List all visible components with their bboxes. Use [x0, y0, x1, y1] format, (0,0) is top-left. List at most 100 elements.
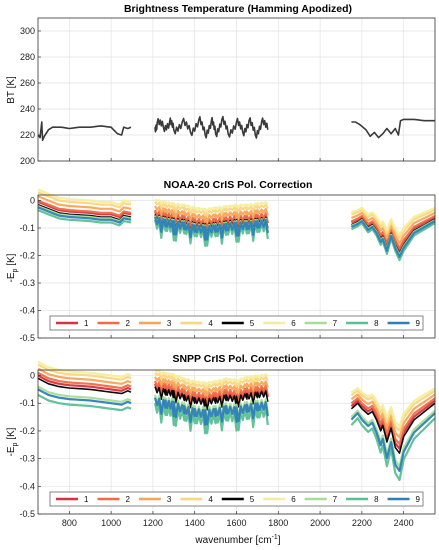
ytick-label-200: 200	[20, 156, 35, 166]
xtick-label-1800: 1800	[268, 518, 288, 528]
ytick-label--0.4: -0.4	[19, 481, 35, 491]
ytick-label--0.1: -0.1	[19, 398, 35, 408]
series-9-segment-3	[350, 220, 436, 258]
series-8-segment-3	[350, 417, 436, 482]
legend-label-2: 2	[125, 319, 130, 328]
legend-label-5: 5	[250, 319, 255, 328]
panel3-legend: 1 2 3 4 5 6 7 8 9	[49, 491, 424, 507]
series-3-segment-3	[350, 393, 436, 439]
ytick-label--0.3: -0.3	[19, 454, 35, 464]
series-9-segment-1	[37, 388, 132, 406]
ytick-label--0.2: -0.2	[19, 426, 35, 436]
series-5-segment-3	[350, 402, 436, 454]
legend-label-2: 2	[125, 495, 130, 504]
panel1-yticks: 200 220 240 260 280 300	[20, 26, 405, 166]
xtick-label-800: 800	[62, 518, 77, 528]
legend-label-8: 8	[374, 495, 379, 504]
series-7-segment-1	[37, 385, 132, 403]
xlabel-sup: -1	[272, 534, 278, 541]
panel3-xticks: 800 1000 1200 1400 1600 1800 2000 2200 2400	[62, 518, 414, 528]
series-9-segment-2	[153, 216, 269, 241]
series-4-segment-1	[37, 191, 132, 209]
series-4-segment-2	[154, 201, 269, 217]
series-6-segment-1	[37, 360, 132, 378]
panel3-ylabel-main: -E	[6, 446, 17, 456]
series-2-segment-1	[37, 199, 132, 217]
xtick-label-1400: 1400	[185, 518, 205, 528]
series-6-segment-3	[350, 387, 436, 428]
xtick-label-1600: 1600	[226, 518, 246, 528]
panel2-title: NOAA-20 CrIS Pol. Correction	[164, 179, 313, 191]
panel2-ylabel-sub: p	[12, 268, 19, 272]
ytick-label-0: 0	[30, 371, 35, 381]
panel3-ylabel-sub: p	[12, 442, 19, 446]
series-3-segment-3	[350, 211, 436, 245]
panel3-series	[37, 360, 436, 482]
xlabel-end: ]	[278, 535, 281, 546]
series-3-segment-1	[37, 367, 132, 385]
panel3-ylabel-unit: [K]	[6, 427, 17, 442]
legend-label-1: 1	[84, 495, 89, 504]
legend-label-1: 1	[84, 319, 89, 328]
series-2-segment-3	[350, 214, 436, 250]
series-3-segment-2	[154, 376, 269, 397]
xtick-label-2400: 2400	[394, 518, 414, 528]
xtick-label-1200: 1200	[143, 518, 163, 528]
bt-segment-3	[351, 118, 435, 139]
series-6-segment-2	[154, 369, 269, 386]
ytick-label-280: 280	[20, 52, 35, 62]
xtick-label-2000: 2000	[310, 518, 330, 528]
panel2-series	[37, 188, 436, 262]
bt-segment-2	[154, 115, 269, 139]
ytick-label--0.5: -0.5	[19, 509, 35, 519]
panel2-ylabel-main: -E	[6, 272, 17, 282]
legend-label-3: 3	[167, 319, 172, 328]
ytick-label--0.4: -0.4	[19, 306, 35, 316]
series-6-segment-2	[154, 198, 269, 212]
panel2-ylabel-unit: [K]	[6, 253, 17, 268]
series-9-segment-1	[37, 206, 132, 224]
panel1-ylabel: BT [K]	[6, 76, 17, 104]
ytick-label-0: 0	[30, 196, 35, 206]
panel-noaa20: NOAA-20 CrIS Pol. Correction 0 -0.1 -0.2 -0…	[6, 179, 436, 343]
legend-label-6: 6	[291, 495, 296, 504]
series-5-segment-1	[37, 377, 132, 395]
series-4-segment-2	[154, 372, 269, 391]
legend-label-5: 5	[250, 495, 255, 504]
panel2-legend: 1 2 3 4 5 6 7 8 9	[49, 315, 424, 331]
panel3-yticks: 0 -0.1 -0.2 -0.3 -0.4 -0.5	[19, 371, 405, 519]
ytick-label-300: 300	[20, 26, 35, 36]
ytick-label-240: 240	[20, 104, 35, 114]
panel1-series	[37, 115, 435, 141]
panel3-ylabel: -Ep [K]	[6, 427, 19, 456]
legend-label-7: 7	[333, 319, 338, 328]
legend-label-6: 6	[291, 319, 296, 328]
legend-label-9: 9	[416, 319, 421, 328]
ytick-label--0.2: -0.2	[19, 251, 35, 261]
legend-label-7: 7	[333, 495, 338, 504]
panel2-ylabel: -Ep [K]	[6, 253, 19, 282]
xlabel-main: wavenumber [cm	[194, 535, 271, 546]
panel2-yticks: 0 -0.1 -0.2 -0.3 -0.4 -0.5	[19, 196, 405, 343]
series-2-segment-1	[37, 371, 132, 390]
xtick-label-2200: 2200	[352, 518, 372, 528]
legend-label-8: 8	[374, 319, 379, 328]
series-8-segment-1	[37, 209, 132, 227]
ytick-label-220: 220	[20, 130, 35, 140]
legend-label-4: 4	[208, 495, 213, 504]
series-9-segment-2	[153, 397, 269, 426]
series-8-segment-1	[37, 393, 132, 412]
series-3-segment-1	[37, 195, 132, 213]
series-9-segment-3	[350, 412, 436, 473]
series-6-segment-3	[351, 206, 436, 236]
xtick-label-1000: 1000	[101, 518, 121, 528]
legend-label-3: 3	[167, 495, 172, 504]
series-4-segment-3	[351, 208, 436, 240]
bt-segment-1	[37, 121, 132, 141]
series-4-segment-3	[350, 389, 436, 432]
panel1-grid	[38, 18, 435, 162]
panel-snpp: SNPP CrIS Pol. Correction 0-0.1-0.2-0.3-…	[6, 353, 436, 546]
series-3-segment-2	[154, 205, 269, 223]
panel1-title: Brightness Temperature (Hamming Apodized…	[124, 3, 352, 15]
ytick-label--0.5: -0.5	[19, 333, 35, 343]
